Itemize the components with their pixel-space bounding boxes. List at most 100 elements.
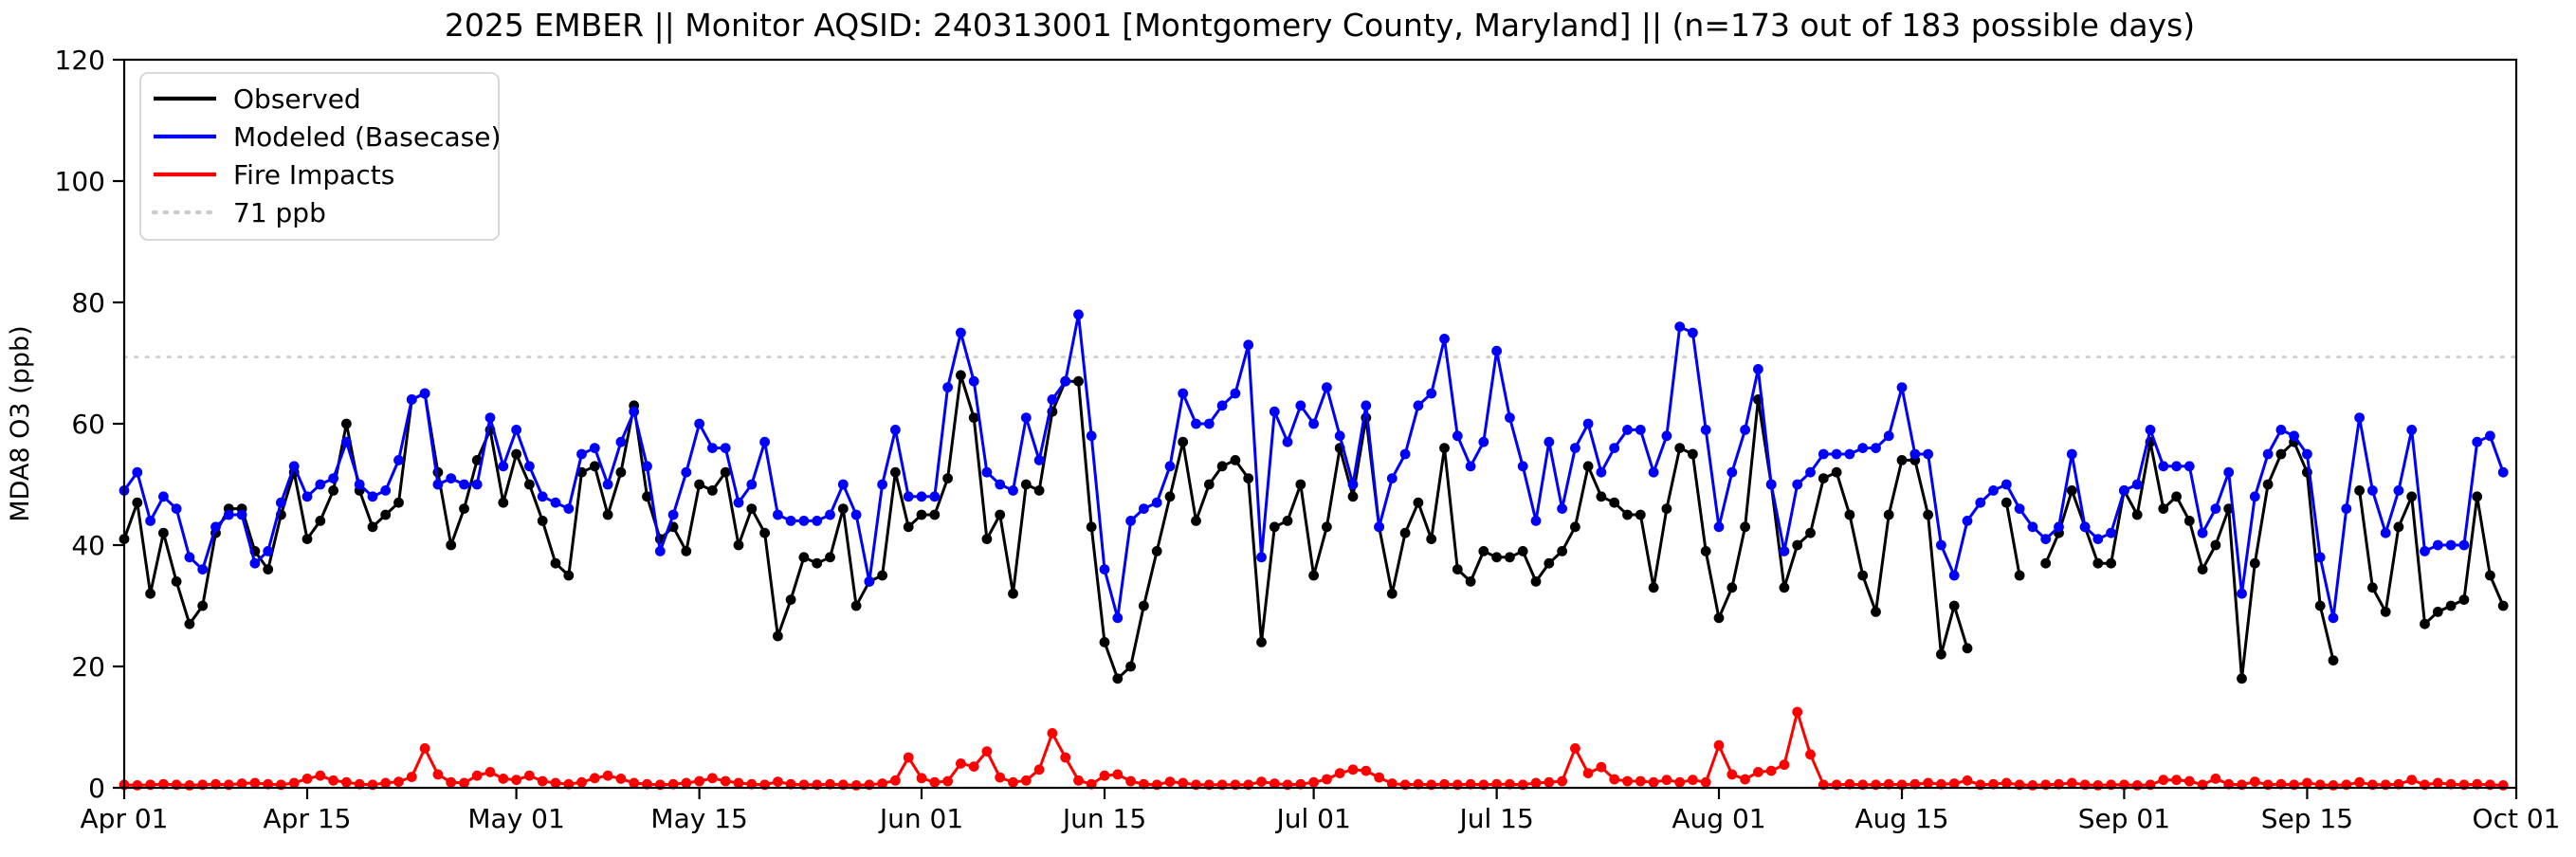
fire-impacts-marker (1635, 775, 1646, 787)
fire-impacts-marker (1033, 764, 1045, 775)
y-tick-label: 0 (88, 773, 105, 804)
fire-impacts-marker (2027, 780, 2038, 791)
modeled-basecase--marker (2406, 425, 2418, 435)
observed-marker (681, 546, 692, 556)
modeled-basecase--marker (707, 443, 718, 453)
fire-impacts-marker (537, 775, 548, 787)
fire-impacts-marker (615, 774, 627, 784)
modeled-basecase--marker (1060, 375, 1071, 387)
observed-marker (2485, 570, 2495, 581)
y-axis-ticks: 0 20 40 60 80 100 120 (55, 45, 124, 804)
fire-impacts-marker (681, 777, 692, 789)
modeled-basecase--marker (773, 509, 783, 520)
modeled-basecase--marker (276, 497, 286, 508)
modeled-basecase--marker (812, 516, 823, 526)
modeled-basecase--marker (1988, 485, 1999, 496)
observed-marker (2420, 618, 2430, 629)
legend-box (139, 72, 500, 241)
modeled-basecase--marker (2262, 448, 2274, 460)
observed-marker (341, 418, 352, 429)
observed-marker (2406, 491, 2418, 502)
observed-marker (1164, 491, 1176, 502)
modeled-basecase--marker (1871, 443, 1881, 453)
fire-impacts-marker (354, 778, 365, 790)
modeled-basecase--marker (1203, 418, 1215, 429)
modeled-basecase--marker (642, 461, 652, 472)
modeled-basecase--marker (210, 521, 221, 533)
modeled-basecase--marker (1439, 334, 1450, 344)
modeled-basecase-series-line (119, 309, 2509, 624)
fire-impacts-marker (328, 775, 338, 786)
fire-impacts-marker (511, 775, 521, 786)
modeled-basecase--marker (1544, 436, 1555, 447)
modeled-basecase--marker (1765, 479, 1777, 490)
observed-marker (1700, 546, 1711, 556)
modeled-basecase--marker (785, 516, 796, 526)
modeled-basecase--marker (733, 497, 744, 508)
modeled-basecase--marker (850, 509, 862, 520)
observed-marker (1386, 588, 1398, 599)
observed-marker (1896, 455, 1908, 465)
fire-impacts-marker (1361, 765, 1372, 776)
modeled-basecase--marker (1661, 430, 1672, 442)
fire-impacts-marker (773, 776, 783, 787)
observed-marker (602, 509, 613, 520)
modeled-basecase--marker (2380, 527, 2391, 538)
modeled-basecase--marker (498, 461, 509, 472)
observed-marker (1256, 637, 1267, 647)
modeled-basecase--marker (1923, 448, 1933, 460)
observed-marker (537, 516, 548, 526)
observed-marker (2106, 557, 2117, 569)
modeled-basecase--marker (1883, 430, 1894, 442)
x-tick-label: Oct 01 (2473, 803, 2561, 834)
observed-marker (2367, 582, 2378, 593)
fire-impacts-marker (301, 774, 313, 784)
x-tick-label: Jul 01 (1274, 803, 1350, 834)
modeled-basecase--marker (890, 425, 901, 435)
modeled-basecase--marker (1753, 364, 1763, 374)
observed-marker (1713, 612, 1725, 624)
modeled-basecase--marker (1674, 321, 1686, 332)
modeled-basecase--marker (877, 479, 887, 490)
modeled-basecase--marker (667, 509, 679, 520)
observed-marker (1871, 607, 1881, 617)
modeled-basecase--marker (1452, 430, 1463, 442)
modeled-basecase--marker (484, 412, 496, 423)
fire-impacts-marker (1883, 778, 1894, 790)
fire-impacts-marker (1164, 776, 1176, 787)
x-tick-label: Jun 15 (1061, 803, 1146, 834)
fire-impacts-marker (2406, 775, 2418, 786)
modeled-basecase--marker (1622, 425, 1633, 435)
fire-impacts-marker (249, 777, 261, 789)
modeled-basecase--marker (1374, 521, 1384, 533)
modeled-basecase--marker (589, 443, 600, 453)
fire-impacts-marker (1726, 769, 1738, 780)
modeled-basecase--marker (1308, 418, 1319, 429)
modeled-basecase--marker (2275, 425, 2287, 435)
fire-impacts-marker (1139, 778, 1149, 790)
modeled-basecase--marker (393, 455, 404, 465)
modeled-basecase--marker (2497, 466, 2509, 478)
fire-impacts-marker (1661, 775, 1672, 786)
fire-impacts-marker (380, 777, 392, 789)
modeled-basecase--marker (2223, 466, 2235, 478)
fire-impacts-marker (1923, 777, 1933, 789)
observed-marker (2432, 607, 2443, 617)
observed-marker (2458, 594, 2470, 605)
fire-impacts-marker (667, 778, 679, 790)
observed-path (122, 374, 2505, 681)
fire-impacts-marker (1256, 776, 1267, 787)
fire-impacts-marker (1060, 752, 1071, 763)
fire-impacts-marker (1008, 776, 1018, 788)
observed-marker (837, 503, 849, 514)
modeled-basecase--marker (2183, 461, 2195, 472)
fire-impacts-marker (981, 746, 993, 757)
modeled-basecase--marker (354, 479, 365, 490)
modeled-basecase--marker (2171, 461, 2183, 472)
observed-marker (1883, 509, 1894, 520)
modeled-basecase--marker (197, 564, 209, 574)
modeled-basecase--marker (1216, 400, 1228, 411)
observed-marker (459, 503, 469, 514)
observed-marker (2014, 570, 2025, 581)
